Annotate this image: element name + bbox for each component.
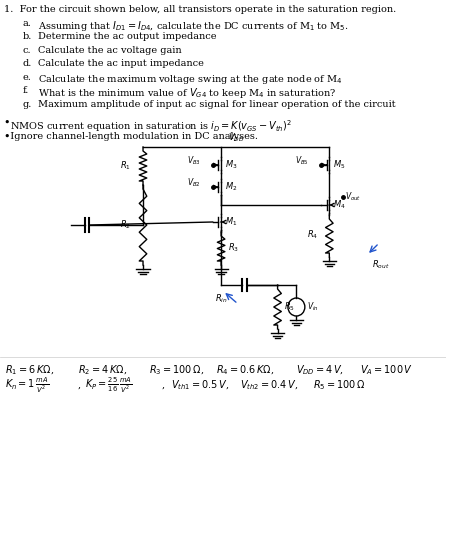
Text: Calculate the ac voltage gain: Calculate the ac voltage gain <box>37 45 181 55</box>
Text: Maximum amplitude of input ac signal for linear operation of the circuit: Maximum amplitude of input ac signal for… <box>37 100 395 109</box>
Text: $V_{in}$: $V_{in}$ <box>307 301 319 314</box>
Text: Calculate the maximum voltage swing at the gate node of M$_4$: Calculate the maximum voltage swing at t… <box>37 73 342 86</box>
Text: $V_{B5}$: $V_{B5}$ <box>295 155 309 167</box>
Text: $V_{B2}$: $V_{B2}$ <box>187 177 201 189</box>
Text: $R_1 = 6\,K\Omega$,: $R_1 = 6\,K\Omega$, <box>5 363 54 377</box>
Text: $R_5 = 100\,\Omega$: $R_5 = 100\,\Omega$ <box>313 378 366 392</box>
Text: $R_{out}$: $R_{out}$ <box>372 259 389 271</box>
Text: Assuming that $I_{D1} = I_{D4}$, calculate the DC currents of M$_1$ to M$_5$.: Assuming that $I_{D1} = I_{D4}$, calcula… <box>37 19 348 33</box>
Text: c.: c. <box>23 45 31 55</box>
Text: $M_2$: $M_2$ <box>225 181 237 193</box>
Text: $K_P = \frac{25}{16}\,\frac{mA}{V^2}$: $K_P = \frac{25}{16}\,\frac{mA}{V^2}$ <box>85 375 132 395</box>
Text: ,: , <box>162 380 165 389</box>
Text: d.: d. <box>23 59 32 68</box>
Text: Determine the ac output impedance: Determine the ac output impedance <box>37 32 216 41</box>
Text: $R_3 = 100\,\Omega$,: $R_3 = 100\,\Omega$, <box>149 363 204 377</box>
Text: What is the minimum value of $V_{G4}$ to keep M$_4$ in saturation?: What is the minimum value of $V_{G4}$ to… <box>37 86 336 100</box>
Text: $R_{in}$: $R_{in}$ <box>215 292 228 304</box>
Text: •: • <box>4 118 10 128</box>
Text: $V_{DD}$: $V_{DD}$ <box>228 132 245 144</box>
Text: $V_{B3}$: $V_{B3}$ <box>187 155 201 167</box>
Text: a.: a. <box>23 19 31 27</box>
Text: $M_4$: $M_4$ <box>333 198 346 211</box>
Text: Calculate the ac input impedance: Calculate the ac input impedance <box>37 59 203 68</box>
Text: $R_5$: $R_5$ <box>284 301 295 314</box>
Text: f.: f. <box>23 86 29 95</box>
Text: $V_{th1} = 0.5\,V$,: $V_{th1} = 0.5\,V$, <box>171 378 229 392</box>
Text: $K_n = 1\,\frac{mA}{V^2}$: $K_n = 1\,\frac{mA}{V^2}$ <box>5 375 49 395</box>
Text: $V_{DD} = 4\,V$,: $V_{DD} = 4\,V$, <box>296 363 345 377</box>
Text: 1.  For the circuit shown below, all transistors operate in the saturation regio: 1. For the circuit shown below, all tran… <box>4 5 396 14</box>
Text: •: • <box>4 132 10 141</box>
Text: $R_1$: $R_1$ <box>120 160 131 172</box>
Text: b.: b. <box>23 32 32 41</box>
Text: $R_2 = 4\,K\Omega$,: $R_2 = 4\,K\Omega$, <box>78 363 127 377</box>
Text: g.: g. <box>23 100 32 109</box>
Text: $V_{out}$: $V_{out}$ <box>346 191 362 203</box>
Text: $R_2$: $R_2$ <box>120 219 131 231</box>
Text: $R_4 = 0.6\,K\Omega$,: $R_4 = 0.6\,K\Omega$, <box>217 363 275 377</box>
Text: $M_1$: $M_1$ <box>225 216 237 228</box>
Text: ,: , <box>77 380 80 389</box>
Text: $M_5$: $M_5$ <box>333 159 346 171</box>
Text: e.: e. <box>23 73 31 81</box>
Text: Ignore channel-length modulation in DC analyses.: Ignore channel-length modulation in DC a… <box>4 132 258 141</box>
Text: $R_4$: $R_4$ <box>307 229 318 241</box>
Text: $M_3$: $M_3$ <box>225 159 237 171</box>
Text: $V_A = 100\,V$: $V_A = 100\,V$ <box>360 363 413 377</box>
Text: $V_{th2} = 0.4\,V$,: $V_{th2} = 0.4\,V$, <box>240 378 298 392</box>
Text: NMOS current equation in saturation is $i_D = K(v_{GS} - V_{th})^2$: NMOS current equation in saturation is $… <box>4 118 292 134</box>
Text: $R_3$: $R_3$ <box>228 241 239 254</box>
